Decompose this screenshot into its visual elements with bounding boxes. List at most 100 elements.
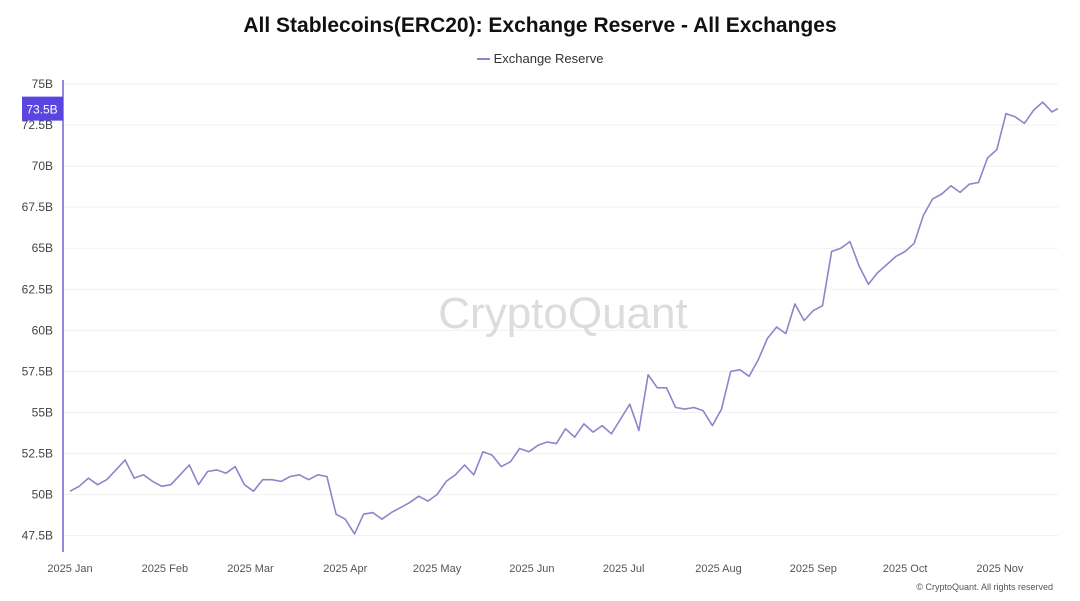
data-point <box>399 506 401 508</box>
data-point <box>528 451 530 453</box>
data-point <box>730 370 732 372</box>
data-point <box>234 465 236 467</box>
data-point <box>1051 111 1053 113</box>
data-point <box>684 408 686 410</box>
data-point <box>78 485 80 487</box>
data-point <box>1057 107 1059 109</box>
data-point <box>977 181 979 183</box>
data-point <box>473 474 475 476</box>
y-tick-label: 67.5B <box>22 200 53 214</box>
data-point <box>427 500 429 502</box>
data-point <box>941 193 943 195</box>
data-point <box>546 441 548 443</box>
data-point <box>785 332 787 334</box>
data-point <box>87 477 89 479</box>
data-point <box>665 387 667 389</box>
data-point <box>794 303 796 305</box>
data-point <box>867 283 869 285</box>
data-point <box>702 410 704 412</box>
data-point <box>840 247 842 249</box>
data-point <box>381 518 383 520</box>
y-tick-label: 75B <box>32 77 53 91</box>
y-tick-label: 52.5B <box>22 446 53 460</box>
x-tick-label: 2025 May <box>413 563 462 575</box>
data-point <box>1042 101 1044 103</box>
data-point <box>509 460 511 462</box>
data-point <box>629 403 631 405</box>
data-point <box>583 423 585 425</box>
data-point <box>289 475 291 477</box>
data-point <box>271 479 273 481</box>
data-point <box>216 469 218 471</box>
data-point <box>418 495 420 497</box>
data-point <box>574 436 576 438</box>
data-point <box>720 408 722 410</box>
legend[interactable]: Exchange Reserve <box>0 51 1080 66</box>
data-point <box>537 444 539 446</box>
y-tick-label: 65B <box>32 241 53 255</box>
data-point <box>876 272 878 274</box>
data-point <box>959 191 961 193</box>
data-point <box>179 474 181 476</box>
x-tick-label: 2025 Jan <box>47 563 92 575</box>
data-point <box>197 483 199 485</box>
data-point <box>601 424 603 426</box>
data-point <box>674 406 676 408</box>
data-point <box>454 474 456 476</box>
data-point <box>408 502 410 504</box>
data-point <box>1032 109 1034 111</box>
data-point <box>225 472 227 474</box>
data-point <box>693 406 695 408</box>
data-point <box>491 454 493 456</box>
data-point <box>1023 122 1025 124</box>
y-tick-label: 70B <box>32 159 53 173</box>
x-tick-label: 2025 Oct <box>883 563 928 575</box>
data-point <box>500 465 502 467</box>
legend-line-swatch <box>476 57 490 60</box>
data-point <box>555 442 557 444</box>
data-point <box>206 470 208 472</box>
data-point <box>564 428 566 430</box>
data-point <box>931 198 933 200</box>
x-tick-label: 2025 Sep <box>790 563 837 575</box>
data-point <box>335 513 337 515</box>
data-point <box>968 183 970 185</box>
data-point <box>372 511 374 513</box>
grid <box>63 83 1058 537</box>
data-point <box>913 242 915 244</box>
data-point <box>115 469 117 471</box>
data-point <box>849 240 851 242</box>
x-tick-label: 2025 Aug <box>695 563 742 575</box>
data-point <box>482 451 484 453</box>
data-point <box>886 263 888 265</box>
data-point <box>656 387 658 389</box>
y-axis-ticks: 47.5B 50B 52.5B 55B 57.5B 60B 62.5B 65B 67.5B 70B… <box>22 77 53 543</box>
data-point <box>647 373 649 375</box>
data-point <box>766 337 768 339</box>
data-point <box>298 474 300 476</box>
y-tick-label: 47.5B <box>22 529 53 543</box>
data-point <box>280 480 282 482</box>
x-axis-ticks: 2025 Jan 2025 Feb 2025 Mar 2025 Apr 2025 May… <box>47 563 1024 575</box>
data-point <box>243 483 245 485</box>
data-point <box>518 447 520 449</box>
x-tick-label: 2025 Jul <box>603 563 645 575</box>
data-point <box>812 309 814 311</box>
data-point <box>803 319 805 321</box>
series-line-exchange-reserve[interactable] <box>69 101 1059 535</box>
data-point <box>739 369 741 371</box>
data-point <box>317 474 319 476</box>
x-tick-label: 2025 Mar <box>227 563 274 575</box>
data-point <box>775 326 777 328</box>
data-point <box>106 479 108 481</box>
current-value-label: 73.5B <box>26 103 57 117</box>
data-point <box>757 359 759 361</box>
data-point <box>362 513 364 515</box>
data-point <box>748 375 750 377</box>
watermark: CryptoQuant <box>438 289 687 338</box>
y-tick-label: 62.5B <box>22 282 53 296</box>
data-point <box>592 431 594 433</box>
data-point <box>1014 116 1016 118</box>
data-point <box>619 418 621 420</box>
